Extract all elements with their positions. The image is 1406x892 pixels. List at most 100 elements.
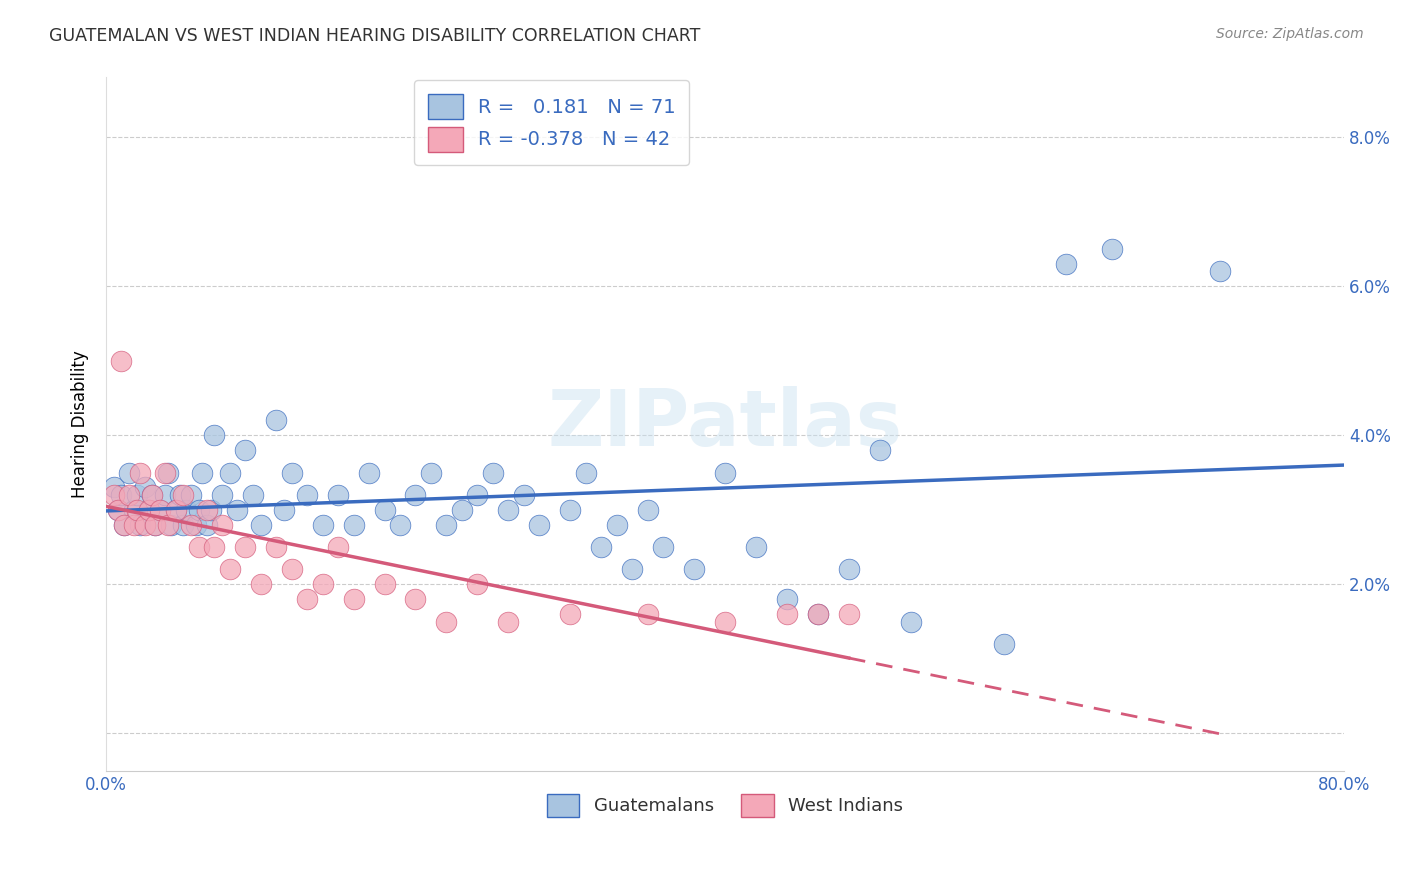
Point [145, 517, 167, 532]
Point [149, 503, 172, 517]
Point [233, 443, 256, 458]
Point [233, 540, 256, 554]
Point [404, 488, 426, 502]
Point [180, 488, 202, 502]
Point [242, 488, 264, 502]
Point [436, 517, 458, 532]
Point [451, 503, 474, 517]
Point [652, 540, 675, 554]
Point [134, 517, 156, 532]
Point [591, 540, 613, 554]
Point [107, 503, 129, 517]
Point [211, 517, 233, 532]
Point [134, 480, 156, 494]
Point [129, 466, 152, 480]
Point [226, 503, 249, 517]
Point [211, 488, 233, 502]
Point [467, 577, 489, 591]
Point [776, 607, 799, 622]
Point [436, 615, 458, 629]
Point [637, 607, 659, 622]
Point [482, 466, 505, 480]
Point [200, 503, 222, 517]
Point [311, 517, 333, 532]
Point [838, 607, 860, 622]
Point [373, 577, 395, 591]
Point [606, 517, 628, 532]
Point [141, 488, 163, 502]
Point [218, 466, 240, 480]
Point [165, 503, 187, 517]
Point [560, 503, 582, 517]
Point [125, 503, 148, 517]
Point [342, 517, 364, 532]
Point [169, 488, 191, 502]
Point [172, 517, 194, 532]
Point [184, 517, 207, 532]
Point [118, 488, 141, 502]
Point [273, 503, 295, 517]
Point [714, 466, 737, 480]
Point [156, 466, 179, 480]
Point [114, 517, 136, 532]
Point [138, 503, 160, 517]
Point [195, 503, 218, 517]
Point [125, 488, 148, 502]
Point [420, 466, 443, 480]
Point [326, 488, 349, 502]
Point [145, 517, 167, 532]
Point [1054, 257, 1077, 271]
Point [776, 592, 799, 607]
Point [149, 503, 172, 517]
Point [498, 615, 520, 629]
Point [295, 488, 318, 502]
Point [264, 540, 287, 554]
Point [1209, 264, 1232, 278]
Point [153, 488, 176, 502]
Text: GUATEMALAN VS WEST INDIAN HEARING DISABILITY CORRELATION CHART: GUATEMALAN VS WEST INDIAN HEARING DISABI… [49, 27, 700, 45]
Point [249, 517, 271, 532]
Point [172, 488, 194, 502]
Point [153, 466, 176, 480]
Point [180, 517, 202, 532]
Point [498, 503, 520, 517]
Point [807, 607, 830, 622]
Point [249, 577, 271, 591]
Text: Source: ZipAtlas.com: Source: ZipAtlas.com [1216, 27, 1364, 41]
Point [869, 443, 891, 458]
Point [342, 592, 364, 607]
Point [807, 607, 830, 622]
Point [838, 562, 860, 576]
Point [993, 637, 1015, 651]
Point [202, 428, 225, 442]
Point [683, 562, 706, 576]
Point [326, 540, 349, 554]
Point [107, 503, 129, 517]
Point [191, 466, 214, 480]
Text: ZIPatlas: ZIPatlas [547, 386, 903, 462]
Point [295, 592, 318, 607]
Point [900, 615, 922, 629]
Point [575, 466, 598, 480]
Point [160, 517, 183, 532]
Point [745, 540, 768, 554]
Point [280, 562, 302, 576]
Point [621, 562, 644, 576]
Point [264, 413, 287, 427]
Point [165, 503, 187, 517]
Point [129, 517, 152, 532]
Point [388, 517, 411, 532]
Point [176, 503, 198, 517]
Legend: Guatemalans, West Indians: Guatemalans, West Indians [540, 787, 910, 824]
Point [637, 503, 659, 517]
Point [195, 517, 218, 532]
Point [141, 488, 163, 502]
Point [513, 488, 536, 502]
Point [560, 607, 582, 622]
Point [114, 517, 136, 532]
Point [103, 488, 125, 502]
Point [138, 503, 160, 517]
Y-axis label: Hearing Disability: Hearing Disability [72, 351, 89, 498]
Point [187, 540, 209, 554]
Point [311, 577, 333, 591]
